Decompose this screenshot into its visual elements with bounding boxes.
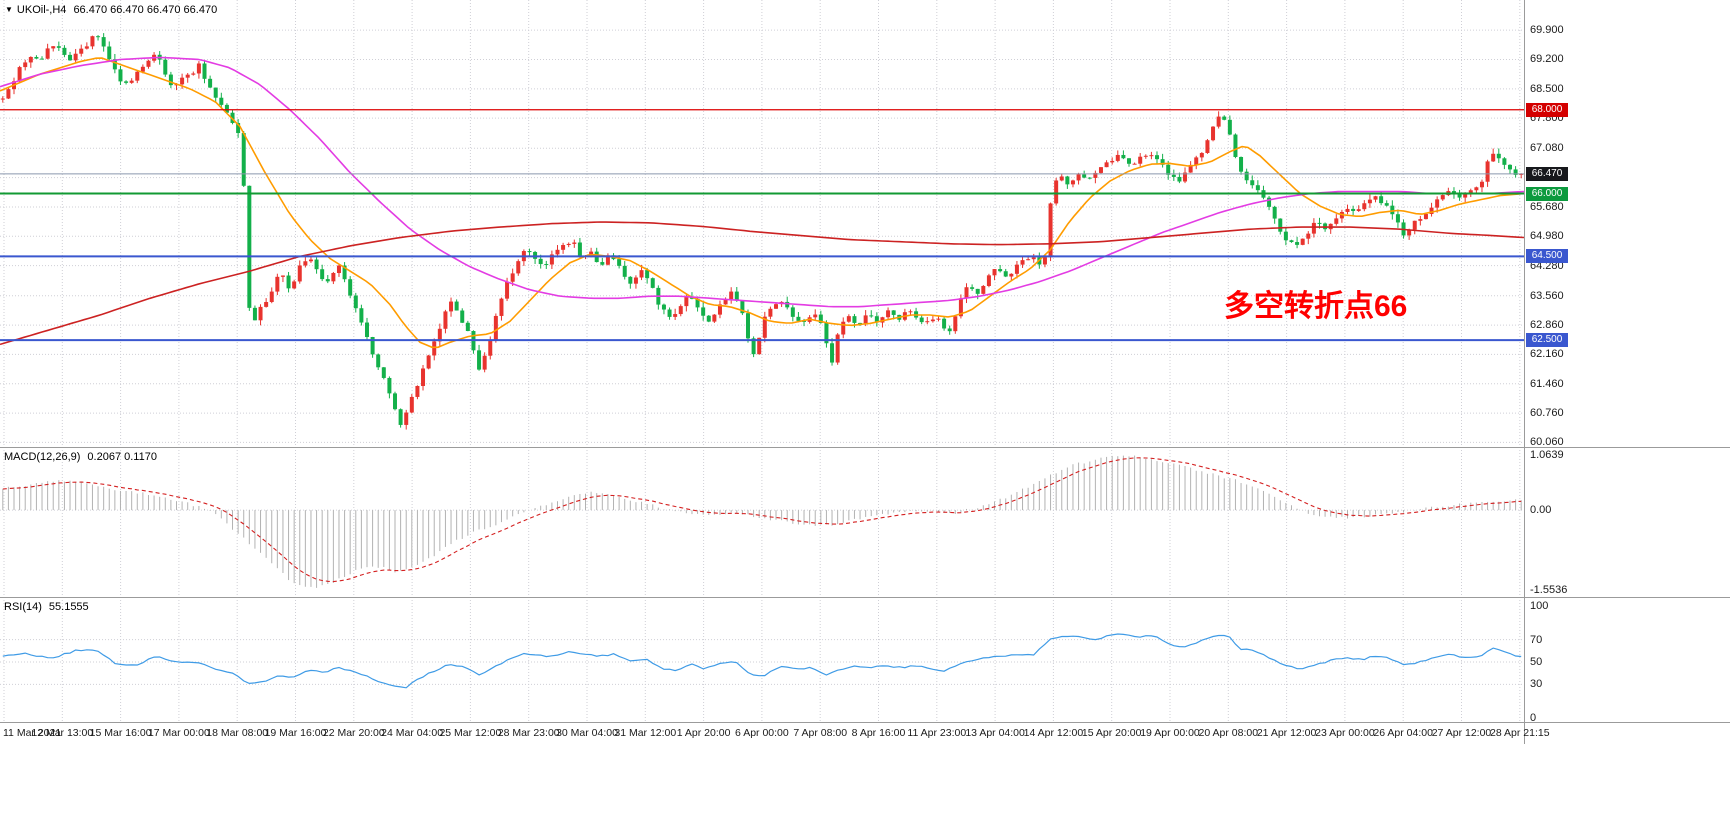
rsi-axis-label: 70 xyxy=(1530,633,1543,646)
time-axis-label: 18 Mar 08:00 xyxy=(206,727,269,739)
price-badge: 68.000 xyxy=(1526,102,1568,117)
time-axis-label: 30 Mar 04:00 xyxy=(556,727,618,739)
time-axis-label: 7 Apr 08:00 xyxy=(793,727,848,739)
time-axis-label: 28 Apr 21:15 xyxy=(1490,727,1550,739)
time-axis-label: 23 Apr 00:00 xyxy=(1315,727,1375,739)
rsi-axis-label: 50 xyxy=(1530,656,1543,668)
ma-fast-orange xyxy=(0,57,1525,349)
macd-axis-label: -1.5536 xyxy=(1530,584,1568,597)
time-axis-label: 21 Apr 12:00 xyxy=(1256,727,1317,739)
price-badge: 64.500 xyxy=(1526,249,1568,264)
rsi-axis-label: 0 xyxy=(1530,712,1537,724)
time-axis-label: 11 Apr 23:00 xyxy=(907,727,967,739)
price-axis-label: 64.980 xyxy=(1530,230,1564,243)
ma-mid-magenta xyxy=(0,56,1525,308)
time-axis-label: 12 Mar 13:00 xyxy=(31,727,94,739)
price-badge: 66.470 xyxy=(1526,166,1568,181)
time-axis-label: 19 Mar 16:00 xyxy=(264,727,327,739)
ma-slow-red xyxy=(0,221,1525,346)
time-axis-label: 20 Apr 08:00 xyxy=(1198,727,1259,739)
chart-legend: ▼ UKOil-,H4 66.470 66.470 66.470 66.470 xyxy=(5,4,217,16)
time-axis-label: 15 Mar 16:00 xyxy=(89,727,152,739)
macd-axis-label: 1.0639 xyxy=(1530,449,1564,462)
macd-signal-line xyxy=(2,457,1522,583)
time-axis-label: 13 Apr 04:00 xyxy=(965,727,1025,739)
time-axis-label: 22 Mar 20:00 xyxy=(322,727,385,739)
rsi-line xyxy=(2,633,1522,689)
rsi-axis-label: 100 xyxy=(1530,600,1549,612)
price-axis-label: 60.060 xyxy=(1530,436,1564,449)
time-axis-label: 8 Apr 16:00 xyxy=(851,727,906,739)
macd-indicator-values: 0.2067 0.1170 xyxy=(87,451,157,463)
price-axis-label: 67.080 xyxy=(1530,142,1564,155)
price-badge: 62.500 xyxy=(1526,333,1568,348)
rsi-indicator-value: 55.1555 xyxy=(48,601,89,613)
rsi-legend: RSI(14) 55.1555 xyxy=(4,601,89,613)
time-axis-label: 1 Apr 20:00 xyxy=(676,727,731,739)
price-axis-label: 63.560 xyxy=(1530,289,1564,302)
time-axis-label: 25 Mar 12:00 xyxy=(439,727,502,739)
time-axis-label: 15 Apr 20:00 xyxy=(1081,727,1142,739)
time-axis-label: 14 Apr 12:00 xyxy=(1023,727,1084,739)
macd-legend: MACD(12,26,9) 0.2067 0.1170 xyxy=(4,451,157,463)
rsi-indicator-label: RSI(14) xyxy=(4,601,42,613)
price-axis-label: 62.860 xyxy=(1530,319,1564,332)
chart-annotation-text[interactable]: 多空转折点66 xyxy=(1224,290,1408,323)
time-axis-label: 11 Mar 2021 xyxy=(3,727,62,739)
macd-axis-label: 0.00 xyxy=(1530,504,1552,517)
chart-dropdown-icon[interactable]: ▼ xyxy=(5,5,13,14)
price-badge: 66.000 xyxy=(1526,186,1568,201)
price-axis-label: 62.160 xyxy=(1530,348,1564,361)
time-axis-label: 28 Mar 23:00 xyxy=(497,727,560,739)
time-axis-label: 27 Apr 12:00 xyxy=(1431,727,1492,739)
time-axis-label: 17 Mar 00:00 xyxy=(147,727,210,739)
rsi-axis-label: 30 xyxy=(1530,678,1543,691)
price-axis-label: 69.200 xyxy=(1530,53,1564,66)
symbol-timeframe-label: UKOil-,H4 xyxy=(16,4,67,16)
ohlc-quote-values: 66.470 66.470 66.470 66.470 xyxy=(73,4,218,16)
time-axis-label: 24 Mar 04:00 xyxy=(381,727,444,739)
price-axis-label: 60.760 xyxy=(1530,407,1564,420)
time-axis-label: 19 Apr 00:00 xyxy=(1140,727,1200,739)
time-axis-label: 31 Mar 12:00 xyxy=(614,727,677,739)
price-axis-label: 61.460 xyxy=(1530,377,1564,390)
time-axis-label: 6 Apr 00:00 xyxy=(735,727,789,739)
macd-indicator-label: MACD(12,26,9) xyxy=(4,451,81,463)
time-axis-label: 26 Apr 04:00 xyxy=(1373,727,1433,739)
price-axis-label: 65.680 xyxy=(1530,200,1564,213)
price-axis-label: 69.900 xyxy=(1530,24,1564,37)
price-axis-label: 68.500 xyxy=(1530,82,1564,95)
